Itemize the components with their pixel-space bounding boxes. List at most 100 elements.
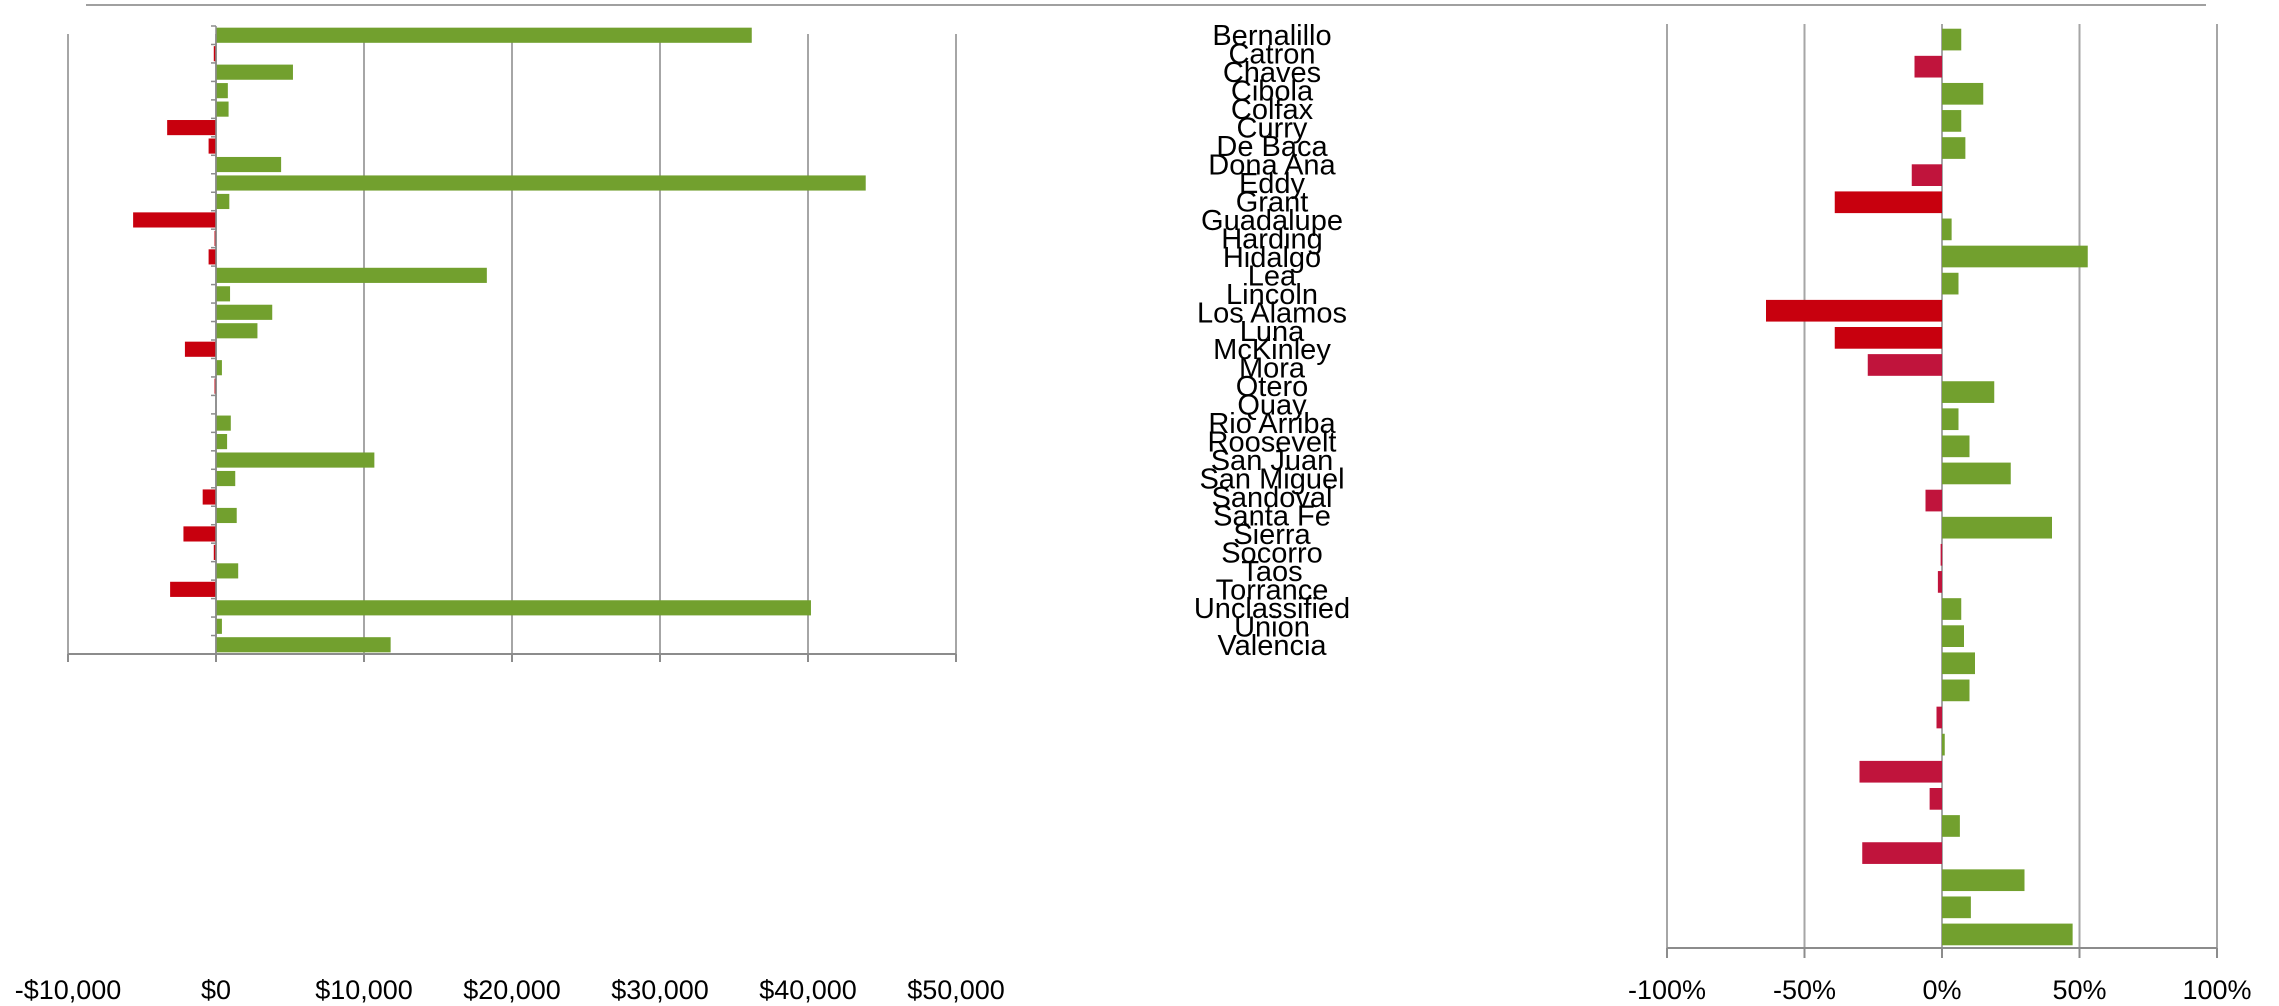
right-bar-taos [1942, 815, 1960, 837]
right-bar-catron [1914, 55, 1942, 78]
right-bar-luna [1942, 462, 2011, 485]
category-label: Mora [1239, 353, 1306, 385]
category-label: Hidalgo [1223, 242, 1321, 274]
left-bar-mckinley [184, 341, 216, 357]
category-label: Quay [1237, 390, 1307, 422]
right-bar-eddy [1942, 245, 2088, 268]
right-bar-union [1942, 896, 1971, 919]
right-bar-otero [1940, 543, 1943, 566]
right-bar-lea [1942, 381, 1995, 403]
right-bar-santa-fe [1942, 733, 1945, 756]
right-bar-sandoval [1936, 706, 1942, 729]
category-label: Harding [1221, 223, 1323, 255]
category-label: San Miguel [1199, 464, 1344, 496]
category-label: Catron [1228, 39, 1315, 71]
category-label: Torrance [1216, 574, 1329, 606]
category-label: Luna [1240, 316, 1305, 348]
left-bar-bernalillo [216, 27, 752, 43]
right-bar-sierra [1859, 760, 1942, 783]
left-bar-taos [216, 563, 239, 579]
category-label: Grant [1236, 186, 1309, 218]
right-bar-torrance [1862, 842, 1942, 864]
left-chart-dollar-change: -$10,000 $0 $10,000 $20,000 $30,000 $40,000 $5… [15, 25, 1005, 1005]
right-bar-unclassified [1942, 869, 2025, 892]
left-tick-label: $0 [201, 975, 231, 1005]
left-bar-lea [216, 267, 487, 283]
left-bar-hidalgo [208, 249, 216, 265]
category-label: Union [1234, 611, 1310, 643]
category-labels: BernalilloCatronChavesCibolaColfaxCurryD… [1194, 20, 1350, 662]
left-bar-santa-fe [216, 507, 237, 524]
right-bar-mora [1942, 516, 2052, 539]
category-label: Rio Arriba [1208, 408, 1336, 440]
category-label: Colfax [1231, 94, 1314, 126]
left-bar-colfax [216, 101, 229, 117]
category-label: Unclassified [1194, 593, 1350, 625]
left-bar-san-juan [216, 452, 375, 468]
right-tick-label: -50% [1773, 975, 1836, 1005]
right-bar-de-baca [1834, 191, 1942, 214]
category-label: Socorro [1221, 537, 1323, 569]
category-label: Dona Ana [1208, 150, 1336, 182]
category-label: Guadalupe [1201, 205, 1343, 237]
category-label: Santa Fe [1213, 500, 1331, 532]
category-label: Cibola [1231, 76, 1314, 108]
right-tick-label: -100% [1628, 975, 1706, 1005]
category-label: Roosevelt [1208, 427, 1337, 459]
right-bar-cibola [1942, 110, 1962, 132]
right-bar-colfax [1942, 137, 1966, 159]
left-bar-san-miguel [216, 470, 236, 487]
left-bar-guadalupe [133, 212, 216, 228]
right-bar-roosevelt [1942, 625, 1964, 647]
top-divider-line [86, 4, 2206, 6]
right-tick-label: 50% [2052, 975, 2106, 1005]
right-bar-mckinley [1925, 489, 1942, 512]
category-label: Bernalillo [1212, 20, 1331, 52]
left-bar-sandoval [202, 489, 216, 505]
right-bar-curry [1911, 164, 1942, 186]
right-chart-percent-change: -100% -50% 0% 50% 100% [1628, 24, 2252, 1005]
category-label: Los Alamos [1197, 297, 1347, 329]
left-bar-mora [216, 360, 222, 376]
right-bar-quay [1937, 571, 1942, 593]
category-label: Otero [1236, 371, 1309, 403]
category-label: Sandoval [1212, 482, 1333, 514]
left-bar-socorro [213, 544, 216, 560]
category-label: De Baca [1216, 131, 1328, 163]
category-label: Lea [1248, 260, 1297, 292]
left-bar-grant [216, 193, 230, 210]
right-bar-guadalupe [1766, 299, 1942, 322]
category-label: Lincoln [1226, 279, 1318, 311]
right-tick-label: 0% [1922, 975, 1961, 1005]
left-bar-los-alamos [216, 304, 273, 320]
left-tick-label: $20,000 [463, 975, 561, 1005]
right-bar-los-alamos [1942, 435, 1970, 458]
category-label: Sierra [1233, 519, 1311, 551]
right-bar-dona-ana [1942, 218, 1952, 241]
category-label: Taos [1241, 556, 1302, 588]
left-bar-chaves [216, 64, 293, 80]
right-bar-valencia [1942, 923, 2073, 946]
right-bar-hidalgo [1867, 354, 1942, 376]
left-tick-label: $40,000 [759, 975, 857, 1005]
left-bar-lincoln [216, 286, 231, 302]
left-tick-label: $50,000 [907, 975, 1005, 1005]
right-bar-grant [1942, 272, 1959, 295]
left-bar-de-baca [208, 138, 216, 154]
left-bar-catron [213, 46, 216, 62]
right-bar-socorro [1929, 788, 1942, 810]
left-bar-torrance [170, 581, 216, 597]
category-label: Valencia [1217, 630, 1327, 662]
left-bar-valencia [216, 637, 391, 653]
left-bar-roosevelt [216, 434, 228, 450]
left-bar-rio-arriba [216, 415, 231, 431]
category-label: McKinley [1213, 334, 1331, 366]
right-bar-san-miguel [1942, 679, 1970, 702]
right-bar-harding [1834, 327, 1942, 349]
left-bar-unclassified [216, 600, 811, 616]
left-tick-label: -$10,000 [15, 975, 122, 1005]
right-bar-rio-arriba [1942, 598, 1962, 620]
left-tick-label: $10,000 [315, 975, 413, 1005]
right-bar-bernalillo [1942, 28, 1962, 51]
